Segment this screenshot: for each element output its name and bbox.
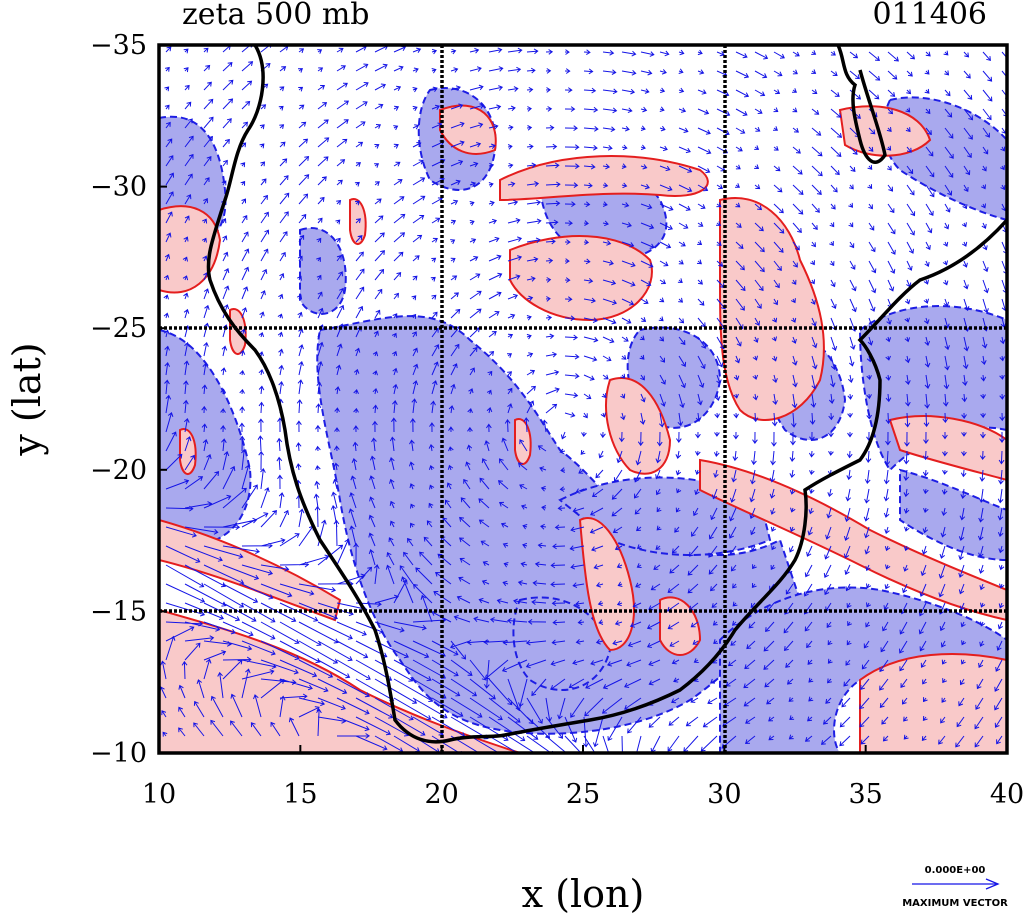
arrow-icon xyxy=(912,878,1000,890)
coastline-east-lake xyxy=(836,45,887,164)
max-vector-caption: MAXIMUM VECTOR xyxy=(902,898,1008,909)
positive-vorticity-regions xyxy=(159,104,1007,753)
y-tick-label: −10 xyxy=(90,738,147,769)
grid-lines xyxy=(159,45,1007,753)
y-axis-ticks: −35 −30 −25 −20 −15 −10 xyxy=(90,30,167,769)
x-tick-label: 35 xyxy=(848,779,882,810)
map-title: zeta 500 mb xyxy=(182,0,370,32)
max-vector-magnitude: 0.000E+00 xyxy=(925,865,986,876)
x-axis-label: x (lon) xyxy=(522,872,645,913)
x-tick-label: 20 xyxy=(424,779,458,810)
y-axis-label: y (lat) xyxy=(5,342,49,456)
x-tick-label: 25 xyxy=(566,779,600,810)
x-tick-label: 10 xyxy=(142,779,176,810)
wind-vector-field xyxy=(159,45,1007,753)
y-tick-label: −20 xyxy=(90,455,147,486)
x-axis-ticks: 10 15 20 25 30 35 40 xyxy=(142,745,1024,810)
y-tick-label: −25 xyxy=(90,313,147,344)
coastline-west-south xyxy=(206,45,1007,744)
x-tick-label: 40 xyxy=(990,779,1024,810)
x-tick-label: 15 xyxy=(283,779,317,810)
y-tick-label: −30 xyxy=(90,172,147,203)
x-tick-label: 30 xyxy=(707,779,741,810)
y-tick-label: −15 xyxy=(90,596,147,627)
y-tick-label: −35 xyxy=(90,30,147,61)
coastline xyxy=(206,45,1007,744)
date-code: 011406 xyxy=(872,0,987,32)
wind-vectors xyxy=(159,45,1007,753)
max-vector-legend: 0.000E+00 MAXIMUM VECTOR xyxy=(902,865,1008,909)
